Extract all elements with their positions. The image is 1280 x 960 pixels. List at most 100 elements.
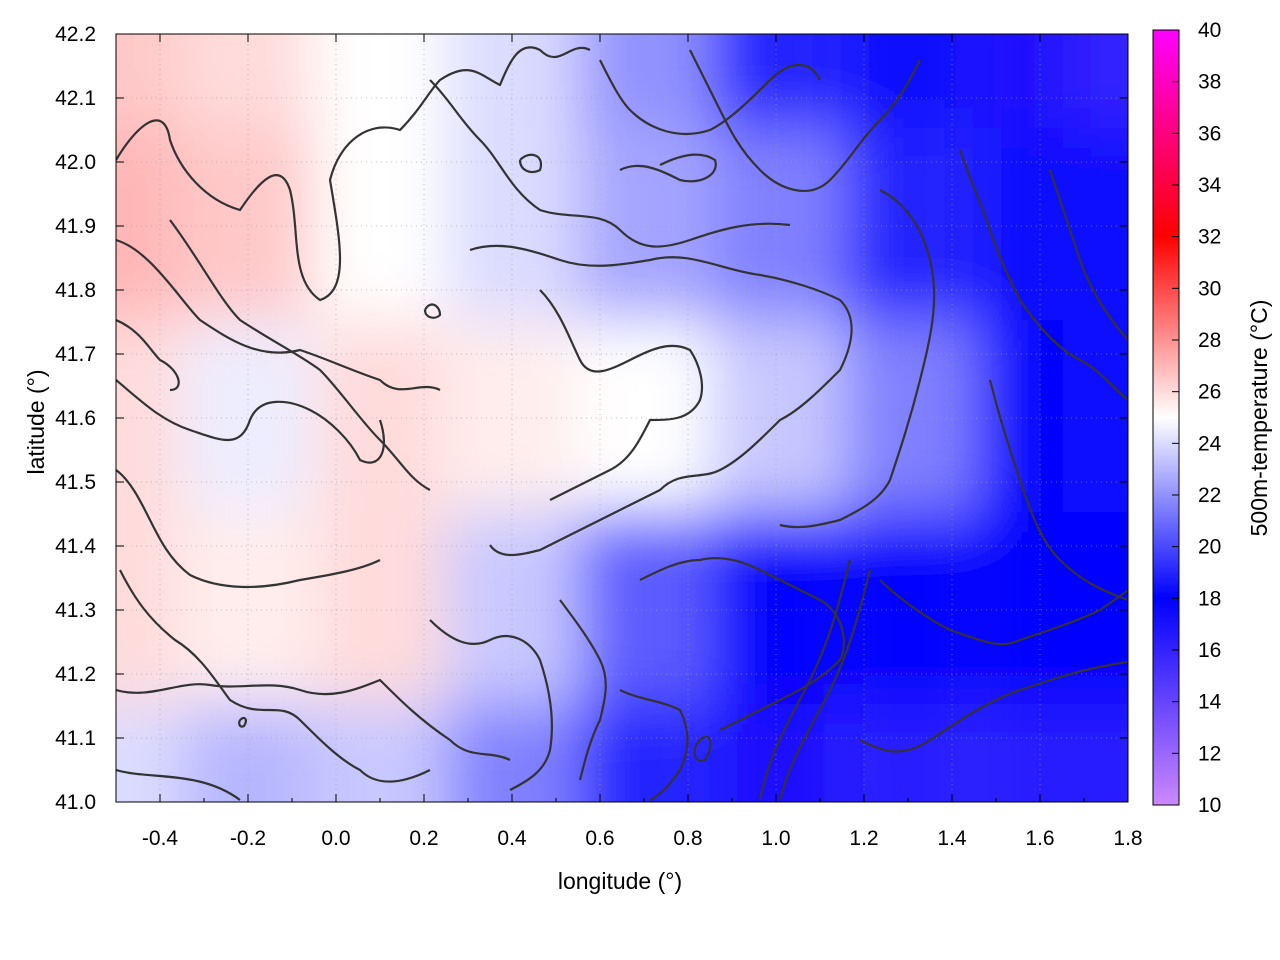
colorbar-tick-label: 34 xyxy=(1198,174,1222,197)
heatmap-cell xyxy=(314,34,446,132)
y-tick-label: 41.1 xyxy=(55,727,96,750)
contour-line xyxy=(119,569,431,783)
heatmap-cell xyxy=(710,704,842,802)
x-tick-label: -0.4 xyxy=(142,827,179,850)
heatmap-cell xyxy=(578,128,710,324)
contour-line xyxy=(779,189,936,529)
heatmap-cell xyxy=(1062,34,1128,132)
contour-line xyxy=(518,153,543,174)
x-tick-label: 0.4 xyxy=(497,827,527,850)
heatmap-cell xyxy=(1062,512,1128,708)
y-tick-label: 41.7 xyxy=(55,343,96,366)
heatmap-cell xyxy=(314,512,446,708)
y-tick-label: 41.8 xyxy=(55,279,96,302)
contour-line xyxy=(639,556,845,731)
heatmap-cell xyxy=(1062,320,1128,516)
x-tick-label: 1.8 xyxy=(1113,827,1142,850)
x-tick-label: 1.6 xyxy=(1025,827,1054,850)
y-tick-label: 41.6 xyxy=(55,407,96,430)
heatmap-cell xyxy=(842,512,974,708)
y-tick-label: 41.2 xyxy=(55,663,96,686)
contour-line xyxy=(169,219,431,491)
contour-line xyxy=(116,46,591,302)
colorbar-tick-label: 30 xyxy=(1198,277,1221,300)
temperature-heatmap xyxy=(116,34,1128,802)
heatmap-cell xyxy=(446,704,578,802)
heatmap-cell xyxy=(842,320,974,516)
colorbar-tick-label: 32 xyxy=(1198,226,1221,249)
x-tick-label: 1.4 xyxy=(937,827,967,850)
heatmap-cell xyxy=(116,34,182,132)
y-tick-label: 42.2 xyxy=(55,23,96,46)
contour-lines xyxy=(116,46,1128,801)
colorbar-tick-label: 10 xyxy=(1198,794,1221,817)
x-tick-labels: -0.4 -0.2 0.0 0.2 0.4 0.6 0.8 1.0 1.2 1.4 1.6 1.8 xyxy=(142,827,1143,850)
contour-line xyxy=(988,379,1128,602)
colorbar-gradient xyxy=(1152,29,1180,806)
y-tick-labels: 41.0 41.1 41.2 41.3 41.4 41.5 41.6 41.7 41.8 41.9… xyxy=(55,23,96,814)
colorbar-tick-label: 16 xyxy=(1198,639,1221,662)
contour-line xyxy=(116,379,385,464)
contour-line xyxy=(238,716,247,728)
contour-line xyxy=(116,678,511,761)
colorbar-label: 500m-temperature (°C) xyxy=(1246,300,1272,537)
heatmap-cell xyxy=(1062,128,1128,324)
contour-line xyxy=(559,599,607,781)
x-tick-label: 0.8 xyxy=(673,827,702,850)
colorbar-tick-label: 18 xyxy=(1198,587,1221,610)
heatmap-cell xyxy=(710,34,842,132)
x-tick-label: 0.0 xyxy=(321,827,350,850)
colorbar-tick-label: 28 xyxy=(1198,329,1221,352)
heatmap-cell xyxy=(116,704,182,802)
y-tick-label: 41.3 xyxy=(55,599,96,622)
heatmap-cell xyxy=(182,34,314,132)
y-tick-label: 42.1 xyxy=(55,87,96,110)
contour-line xyxy=(689,49,921,192)
y-tick-label: 42.0 xyxy=(55,151,96,174)
y-tick-label: 41.9 xyxy=(55,215,96,238)
contour-line xyxy=(778,569,872,801)
colorbar-tick-label: 22 xyxy=(1198,484,1221,507)
heatmap-cell xyxy=(842,704,974,802)
y-axis-label: latitude (°) xyxy=(23,369,49,474)
colorbar-tick-label: 38 xyxy=(1198,71,1221,94)
y-tick-label: 41.0 xyxy=(55,791,96,814)
heatmap-cell xyxy=(578,512,710,708)
axis-ticks xyxy=(115,33,1129,803)
colorbar-tick-label: 26 xyxy=(1198,381,1221,404)
contour-line xyxy=(599,59,821,135)
contour-line xyxy=(619,689,689,801)
contour-line xyxy=(758,559,852,801)
heatmap-cell xyxy=(182,704,314,802)
colorbar-tick-label: 20 xyxy=(1198,536,1221,559)
contour-line xyxy=(539,289,704,501)
x-tick-label: -0.2 xyxy=(230,827,266,850)
contour-line xyxy=(429,79,791,248)
colorbar-tick-label: 40 xyxy=(1198,19,1221,42)
x-tick-label: 0.2 xyxy=(409,827,438,850)
y-tick-label: 41.5 xyxy=(55,471,96,494)
contour-line xyxy=(1048,169,1128,341)
contour-line xyxy=(859,660,1128,753)
contour-line xyxy=(116,238,441,392)
grid-lines xyxy=(116,34,1128,802)
contour-line xyxy=(879,579,1128,646)
colorbar-tick-labels: 10 12 14 16 18 20 22 24 26 28 30 32 34 36 38 40 xyxy=(1172,19,1222,817)
contour-line xyxy=(469,244,853,557)
y-tick-label: 41.4 xyxy=(55,535,96,558)
x-axis-label: longitude (°) xyxy=(558,868,682,894)
contour-line xyxy=(693,735,712,763)
heatmap-cell xyxy=(1062,704,1128,802)
x-tick-label: 1.0 xyxy=(761,827,790,850)
colorbar-tick-label: 24 xyxy=(1198,432,1222,455)
colorbar-tick-label: 12 xyxy=(1198,742,1221,765)
contour-line xyxy=(423,303,442,319)
heatmap-cell xyxy=(314,128,446,324)
contour-line xyxy=(116,768,241,801)
heatmap-cell xyxy=(578,34,710,132)
heatmap-cell xyxy=(842,34,974,132)
contour-line xyxy=(429,619,554,791)
heatmap-cell xyxy=(842,128,974,324)
colorbar: 10 12 14 16 18 20 22 24 26 28 30 32 34 36 38 40 xyxy=(1152,19,1222,817)
